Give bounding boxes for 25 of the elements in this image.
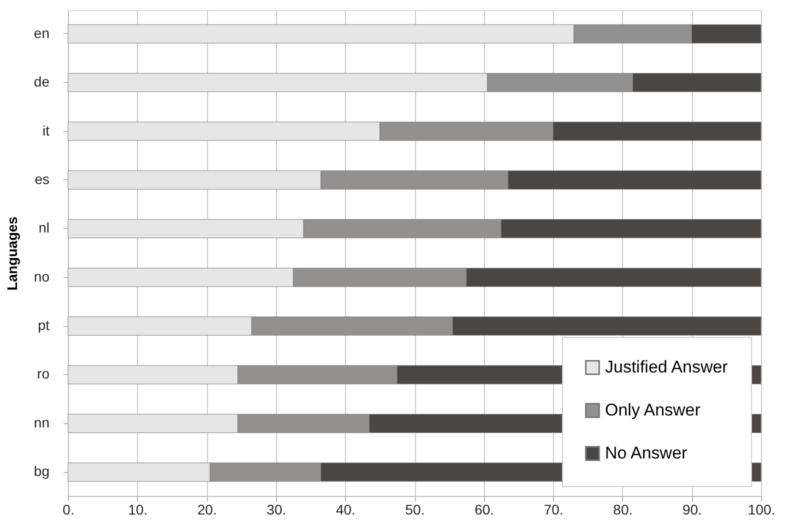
y-tick-label: nn [34, 414, 50, 430]
x-tick-label: 50. [405, 502, 425, 518]
y-tick-label: en [34, 24, 50, 41]
x-tick-label: 100. [748, 502, 776, 518]
legend-label: Justified Answer [605, 358, 728, 376]
x-tick-label: 60. [474, 502, 494, 518]
x-tick-label: 30. [266, 502, 286, 518]
x-tick-label: 90. [682, 502, 702, 518]
legend-label: No Answer [605, 444, 688, 462]
y-tick-label: ro [37, 366, 50, 382]
x-tick-label: 40. [336, 502, 356, 518]
y-tick-label: nl [38, 220, 50, 236]
x-tick-label: 80. [613, 502, 633, 518]
x-tick-label: 70. [544, 502, 564, 518]
y-tick-label: it [42, 122, 50, 138]
x-tick-label: 0. [62, 502, 74, 518]
y-tick-label: bg [34, 463, 50, 480]
x-tick-label: 20. [197, 502, 217, 518]
legend-label: Only Answer [605, 400, 701, 420]
y-axis-title: Languages [4, 216, 20, 290]
y-tick-label: pt [38, 317, 50, 334]
y-tick-label: no [34, 268, 50, 284]
x-tick-label: 10. [128, 502, 148, 518]
y-tick-label: es [34, 170, 50, 187]
y-tick-label: de [34, 74, 50, 90]
